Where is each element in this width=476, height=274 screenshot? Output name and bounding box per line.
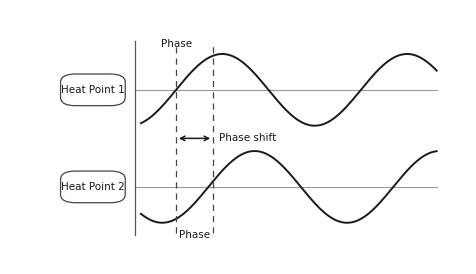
Text: Heat Point 2: Heat Point 2 bbox=[61, 182, 125, 192]
Text: Phase: Phase bbox=[160, 39, 191, 49]
Text: Heat Point 1: Heat Point 1 bbox=[61, 85, 125, 95]
FancyBboxPatch shape bbox=[60, 74, 125, 106]
Text: Phase: Phase bbox=[178, 230, 210, 240]
FancyBboxPatch shape bbox=[60, 171, 125, 203]
Text: Phase shift: Phase shift bbox=[218, 133, 275, 143]
